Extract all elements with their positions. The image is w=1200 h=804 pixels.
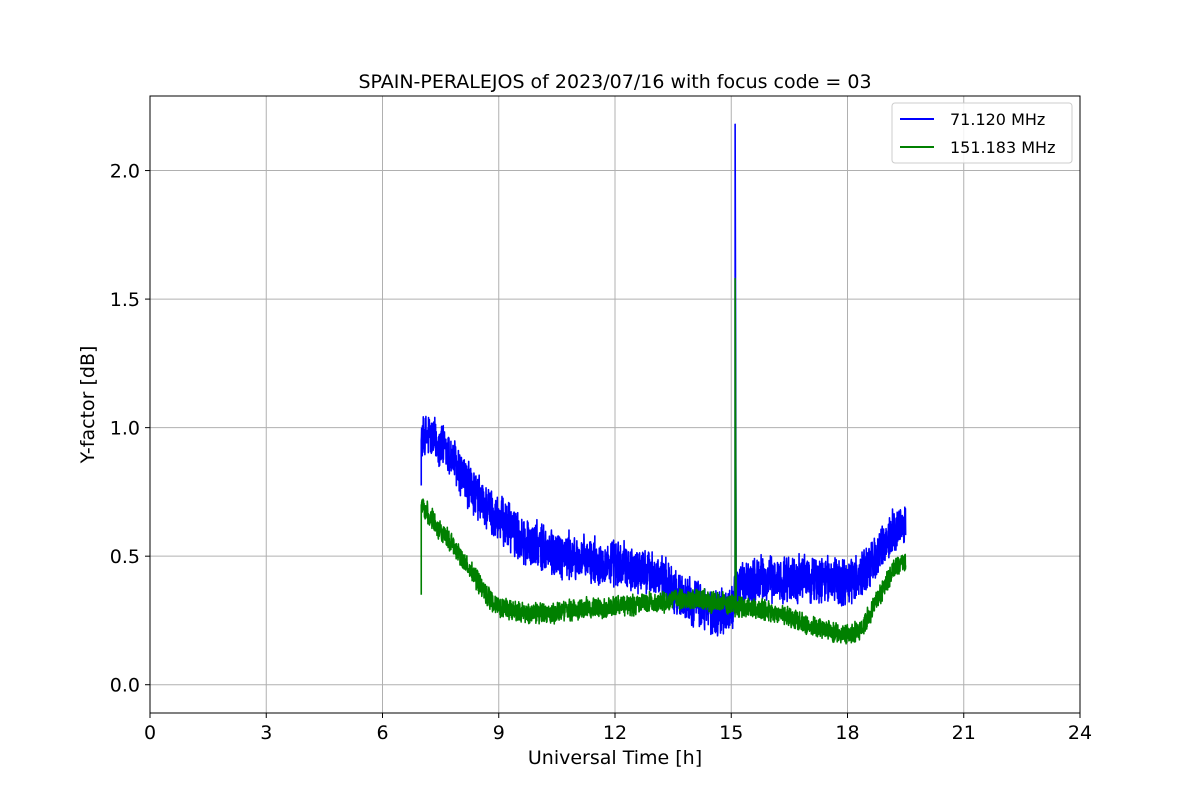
x-tick-label: 9 bbox=[493, 722, 505, 744]
x-tick-label: 21 bbox=[952, 722, 976, 744]
legend-label-0: 71.120 MHz bbox=[950, 110, 1045, 129]
x-tick-label: 6 bbox=[376, 722, 388, 744]
y-tick-label: 1.0 bbox=[110, 418, 140, 440]
legend-frame bbox=[891, 102, 1073, 164]
x-tick-label: 24 bbox=[1068, 722, 1092, 744]
x-tick-label: 18 bbox=[835, 722, 859, 744]
y-tick-label: 1.5 bbox=[110, 289, 140, 311]
legend: 71.120 MHz 151.183 MHz bbox=[891, 102, 1073, 164]
x-tick-label: 0 bbox=[144, 722, 156, 744]
chart-title: SPAIN-PERALEJOS of 2023/07/16 with focus… bbox=[358, 71, 871, 93]
x-tick-label: 3 bbox=[260, 722, 272, 744]
y-axis-label: Y-factor [dB] bbox=[77, 346, 99, 465]
legend-label-1: 151.183 MHz bbox=[950, 138, 1055, 157]
y-tick-label: 2.0 bbox=[110, 161, 140, 183]
series-line-1 bbox=[420, 277, 907, 645]
plot-frame bbox=[149, 95, 1081, 714]
series-line-0 bbox=[420, 123, 907, 637]
y-tick-label: 0.0 bbox=[110, 675, 140, 697]
x-axis-label: Universal Time [h] bbox=[528, 747, 702, 769]
x-tick-label: 12 bbox=[603, 722, 627, 744]
y-tick-label: 0.5 bbox=[110, 546, 140, 568]
x-tick-label: 15 bbox=[719, 722, 743, 744]
